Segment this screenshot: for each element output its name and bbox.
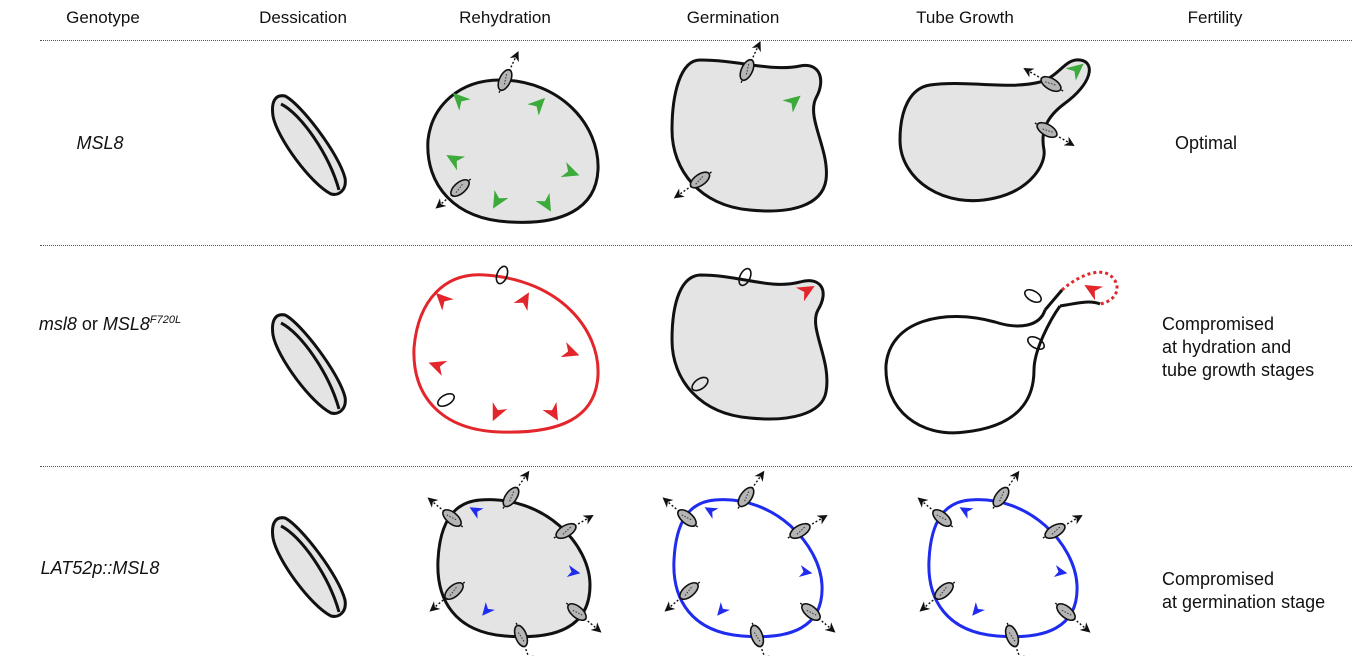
fertility-line: at germination stage	[1162, 592, 1326, 612]
separator-row-2	[40, 466, 1352, 467]
tube-growth-grain-row2	[884, 270, 1119, 435]
header-tube-growth: Tube Growth	[916, 8, 1014, 27]
genotype-msl8-lower: msl8	[38, 314, 77, 334]
fertility-line: Compromised	[1162, 569, 1275, 589]
genotype-or: or	[76, 314, 103, 334]
fertility-optimal: Optimal	[1175, 132, 1237, 155]
fertility-line: tube growth stages	[1162, 360, 1315, 380]
tube-growth-grain-row3	[913, 466, 1095, 656]
desiccated-grain-row1	[271, 94, 347, 196]
separator-row-1	[40, 245, 1352, 246]
desiccated-grain-row3	[271, 516, 347, 618]
fertility-hydration-tube: Compromised at hydration and tube growth…	[1162, 313, 1314, 382]
header-dessication: Dessication	[259, 8, 347, 27]
fertility-line: Optimal	[1175, 133, 1238, 153]
germination-grain-row2	[670, 265, 829, 421]
genotype-msl8-mutant: msl8 or MSL8F720L	[20, 314, 200, 335]
germination-grain-row3	[658, 466, 840, 656]
genotype-msl8-upper: MSL8	[102, 314, 150, 334]
genotype-lat52p-msl8: LAT52p::MSL8	[40, 558, 160, 578]
genotype-msl8: MSL8	[76, 133, 124, 153]
rehydration-grain-row2	[412, 264, 600, 434]
rehydration-grain-row3	[423, 466, 606, 656]
desiccated-grain-row2	[271, 313, 347, 415]
fertility-germination: Compromised at germination stage	[1162, 568, 1325, 614]
fertility-line: Compromised	[1162, 314, 1275, 334]
fertility-line: at hydration and	[1162, 337, 1292, 357]
header-germination: Germination	[686, 8, 780, 27]
header-fertility: Fertility	[1187, 8, 1243, 27]
header-rehydration: Rehydration	[459, 8, 551, 27]
genotype-superscript: F720L	[149, 314, 182, 326]
germination-grain-row1	[669, 37, 828, 213]
header-genotype: Genotype	[66, 8, 140, 27]
rehydration-grain-row1	[426, 47, 600, 224]
separator-header	[40, 40, 1352, 41]
tube-growth-grain-row1	[898, 57, 1091, 203]
